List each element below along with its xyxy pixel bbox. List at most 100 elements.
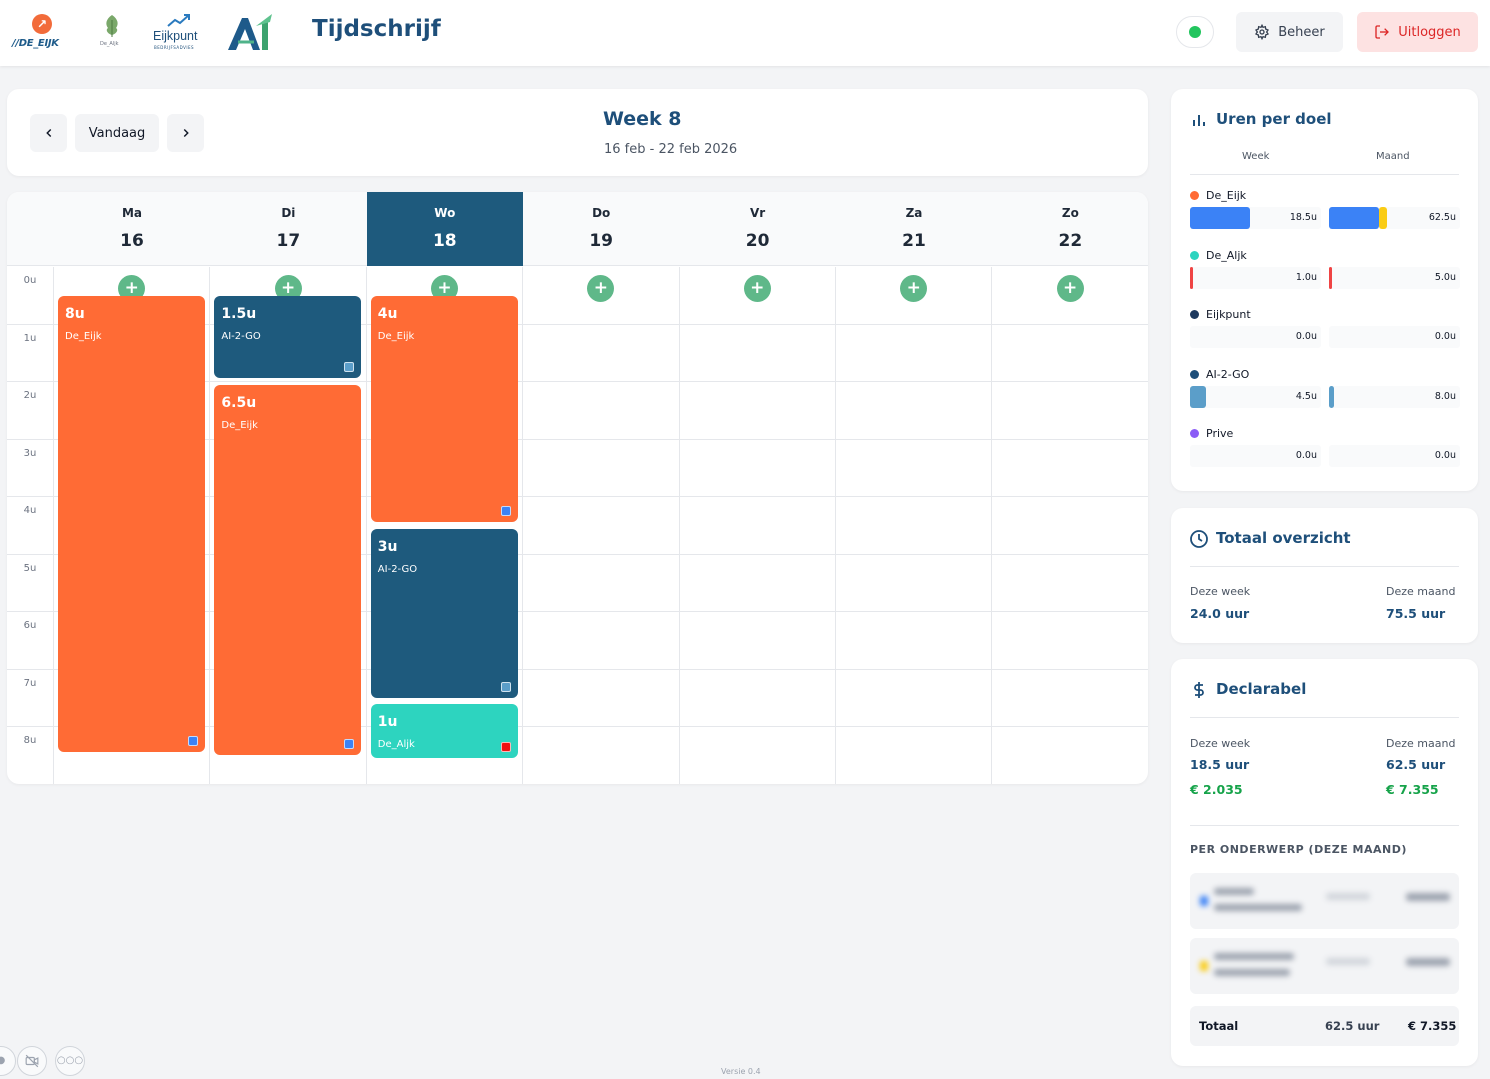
- divider: [1190, 717, 1459, 718]
- hour-label: 5u: [23, 562, 37, 574]
- de-aljk-logo[interactable]: De_Aljk: [96, 12, 130, 54]
- goal-label: De_Eijk: [1206, 189, 1247, 202]
- more-options-button[interactable]: ○○○: [55, 1046, 85, 1076]
- bar-chart-icon: [1193, 115, 1205, 126]
- week-navigation: Vandaag Week 8 16 feb - 22 feb 2026: [7, 89, 1148, 176]
- top-bar: ↗ //DE_EIJK De_Aljk Eijkpunt BEDRIJFSADV…: [0, 0, 1490, 66]
- day-header[interactable]: Zo 22: [992, 192, 1148, 266]
- day-header[interactable]: Di 17: [210, 192, 366, 266]
- day-header[interactable]: Ma 16: [54, 192, 210, 266]
- week-hours-value: 4.5u: [1295, 390, 1317, 402]
- beheer-button[interactable]: Beheer: [1236, 12, 1343, 52]
- month-label: Deze maand: [1386, 585, 1456, 598]
- month-progress-bar: 62.5u: [1329, 207, 1460, 229]
- add-entry-button[interactable]: +: [900, 275, 928, 302]
- ai-logo-mark: [228, 14, 272, 50]
- day-number: 19: [589, 231, 614, 251]
- subject-hours: [1326, 958, 1370, 965]
- column-divider: [365, 267, 367, 784]
- ai-logo[interactable]: [226, 12, 274, 54]
- next-week-button[interactable]: [167, 114, 204, 152]
- add-entry-button[interactable]: +: [1056, 275, 1084, 302]
- week-calendar: Ma 16 Di 17 Wo 18 Do 19 Vr 20 Za 21 Zo 22 0u 1u 2u 3u 4u 5…: [7, 192, 1148, 784]
- add-entry-button[interactable]: +: [743, 275, 771, 302]
- divider: [1190, 566, 1459, 567]
- day-number: 21: [902, 231, 926, 251]
- subject-amount: [1406, 958, 1450, 966]
- de-eijk-logo[interactable]: ↗ //DE_EIJK: [10, 12, 70, 54]
- month-hours-value: 62.5u: [1428, 212, 1456, 223]
- week-bar-fill: [1190, 266, 1194, 289]
- month-bar-fill: [1329, 207, 1379, 229]
- week-progress-bar: 18.5u: [1190, 207, 1321, 229]
- month-hours-value: 8.0u: [1434, 390, 1456, 402]
- entry-hours: 8u: [65, 306, 85, 323]
- status-indicator-icon: [1189, 26, 1201, 38]
- logout-button[interactable]: Uitloggen: [1357, 12, 1478, 52]
- entry-goal-label: De_Eijk: [377, 331, 415, 343]
- today-button[interactable]: Vandaag: [75, 114, 159, 152]
- entry-goal-label: AI-2-GO: [221, 331, 261, 343]
- entry-goal-label: De_Eijk: [221, 420, 258, 432]
- hour-row: 6u: [7, 612, 1148, 670]
- microphone-icon: ●: [0, 1055, 6, 1066]
- previous-week-button[interactable]: [30, 114, 67, 152]
- day-header[interactable]: Za 21: [836, 192, 992, 266]
- camera-off-icon: [25, 1054, 39, 1068]
- chevron-right-icon: [183, 128, 189, 138]
- month-label: Deze maand: [1386, 737, 1456, 750]
- calendar-grid: 0u 1u 2u 3u 4u 5u 6u 7u 8u + + + + + + +8u De_Eijk 1.5u AI…: [7, 267, 1148, 784]
- subject-row[interactable]: [1190, 873, 1459, 929]
- column-divider: [991, 267, 993, 784]
- day-number: 22: [1058, 231, 1083, 251]
- month-progress-bar: 0.0u: [1329, 445, 1460, 467]
- hour-row: 1u: [7, 325, 1148, 382]
- total-hours: 62.5 uur: [1325, 1019, 1380, 1033]
- month-hours-value: 5.0u: [1434, 271, 1456, 283]
- day-header[interactable]: Wo 18: [366, 192, 523, 266]
- week-progress-bar: 0.0u: [1190, 445, 1321, 467]
- time-entry[interactable]: 1.5u AI-2-GO: [214, 296, 362, 379]
- day-header[interactable]: Vr 20: [680, 192, 836, 266]
- column-divider: [522, 267, 524, 784]
- hour-row: 0u: [7, 267, 1148, 325]
- oak-leaf-icon: [106, 15, 118, 37]
- hour-label: 8u: [23, 735, 37, 746]
- day-header[interactable]: Do 19: [523, 192, 679, 266]
- entry-goal-label: AI-2-GO: [377, 564, 418, 575]
- goal-color-dot: [1190, 369, 1199, 379]
- camera-off-button[interactable]: [17, 1046, 47, 1076]
- week-hours-value: 1.0u: [1295, 271, 1317, 283]
- week-declarable-amount: € 2.035: [1190, 782, 1243, 797]
- entry-subject-marker: [500, 681, 511, 692]
- time-entry[interactable]: 3u AI-2-GO: [370, 529, 518, 698]
- goal-color-dot: [1190, 429, 1199, 438]
- week-column-header: Week: [1242, 151, 1270, 162]
- dollar-icon: [1194, 682, 1204, 698]
- week-progress-bar: 1.0u: [1190, 266, 1321, 289]
- goal-name: De_Aljk: [1190, 249, 1247, 262]
- microphone-button[interactable]: ●: [0, 1046, 16, 1076]
- goal-name: De_Eijk: [1190, 189, 1246, 202]
- more-dots-icon: ○○○: [56, 1055, 84, 1066]
- month-declarable-amount: € 7.355: [1386, 782, 1439, 797]
- goal-color-dot: [1190, 191, 1199, 200]
- time-entry[interactable]: 8u De_Eijk: [58, 296, 205, 753]
- connection-status[interactable]: [1176, 16, 1214, 48]
- time-entry[interactable]: 4u De_Eijk: [370, 296, 518, 523]
- trend-arrow-icon: [167, 14, 190, 27]
- month-progress-bar: 0.0u: [1329, 326, 1460, 348]
- hour-label: 1u: [23, 332, 37, 344]
- panel-title: Uren per doel: [1216, 110, 1332, 128]
- goal-label: AI-2-GO: [1206, 367, 1250, 381]
- eijkpunt-logo[interactable]: Eijkpunt BEDRIJFSADVIES: [150, 12, 208, 54]
- time-entry[interactable]: 6.5u De_Eijk: [214, 385, 362, 755]
- add-entry-button[interactable]: +: [587, 275, 615, 302]
- time-entry[interactable]: 1u De_Aljk: [370, 704, 518, 758]
- goal-name: AI-2-GO: [1190, 368, 1249, 381]
- day-name: Ma: [121, 206, 143, 220]
- hour-label: 2u: [23, 390, 37, 401]
- week-label: Deze week: [1190, 737, 1251, 750]
- subject-row[interactable]: [1190, 938, 1459, 994]
- calendar-header: Ma 16 Di 17 Wo 18 Do 19 Vr 20 Za 21 Zo 22: [7, 192, 1148, 266]
